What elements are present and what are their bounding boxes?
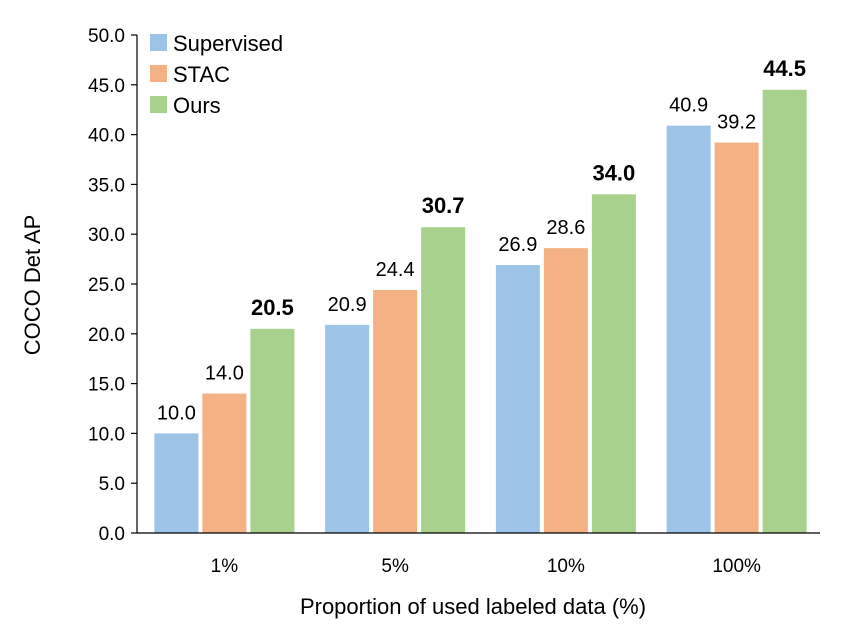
data-label-ours-3: 44.5 xyxy=(763,56,806,81)
y-tick-label: 50.0 xyxy=(88,26,125,47)
data-label-supervised-1: 20.9 xyxy=(328,294,367,316)
data-label-ours-0: 20.5 xyxy=(251,295,294,320)
bar-ours-0 xyxy=(250,328,295,533)
data-label-supervised-0: 10.0 xyxy=(157,402,196,424)
x-tick-label: 5% xyxy=(381,556,409,577)
legend: Supervised STAC Ours xyxy=(150,31,283,118)
legend-label-ours: Ours xyxy=(173,93,221,118)
y-tick-label: 25.0 xyxy=(88,275,125,296)
legend-swatch-stac xyxy=(150,65,167,82)
bar-stac-1 xyxy=(373,289,418,533)
bar-stac-2 xyxy=(543,248,588,534)
bar-ours-3 xyxy=(762,89,807,533)
bar-supervised-1 xyxy=(325,324,370,533)
x-tick-label: 10% xyxy=(547,556,585,577)
data-label-stac-2: 28.6 xyxy=(546,217,585,239)
legend-swatch-supervised xyxy=(150,34,167,51)
y-tick-label: 5.0 xyxy=(99,474,125,495)
y-tick-label: 35.0 xyxy=(88,175,125,196)
y-tick-label: 45.0 xyxy=(88,76,125,97)
y-tick-label: 15.0 xyxy=(88,375,125,396)
y-tick-label: 40.0 xyxy=(88,126,125,147)
data-label-ours-1: 30.7 xyxy=(422,193,465,218)
y-ticks-group: 0.0 5.0 10.0 15.0 20.0 25.0 30.0 35.0 40.0 45.0 50… xyxy=(88,26,137,545)
data-label-supervised-3: 40.9 xyxy=(669,95,708,117)
bar-ours-1 xyxy=(421,227,466,533)
legend-swatch-ours xyxy=(150,96,167,113)
y-tick-label: 20.0 xyxy=(88,325,125,346)
y-tick-label: 0.0 xyxy=(99,524,125,545)
bar-stac-0 xyxy=(202,393,247,533)
bar-supervised-0 xyxy=(154,433,199,533)
legend-label-supervised: Supervised xyxy=(173,31,283,56)
x-ticks-group: 1% 5% 10% 100% xyxy=(211,556,761,577)
bars-group xyxy=(154,89,807,534)
x-tick-label: 1% xyxy=(211,556,239,577)
x-tick-label: 100% xyxy=(712,556,761,577)
data-label-supervised-2: 26.9 xyxy=(498,234,537,256)
bar-supervised-2 xyxy=(495,265,540,533)
data-label-ours-2: 34.0 xyxy=(592,160,635,185)
data-label-stac-0: 14.0 xyxy=(205,363,244,385)
legend-label-stac: STAC xyxy=(173,62,230,87)
bar-stac-3 xyxy=(714,142,759,533)
y-tick-label: 30.0 xyxy=(88,225,125,246)
y-tick-label: 10.0 xyxy=(88,424,125,445)
data-labels-group: 10.0 14.0 20.5 20.9 24.4 30.7 26.9 28.6 34.0 40.9… xyxy=(157,56,806,425)
data-label-stac-3: 39.2 xyxy=(717,112,756,134)
y-axis-title: COCO Det AP xyxy=(20,215,45,356)
bar-supervised-3 xyxy=(666,125,711,534)
bar-ours-2 xyxy=(591,194,636,534)
x-axis-title: Proportion of used labeled data (%) xyxy=(300,594,646,619)
data-label-stac-1: 24.4 xyxy=(376,259,415,281)
